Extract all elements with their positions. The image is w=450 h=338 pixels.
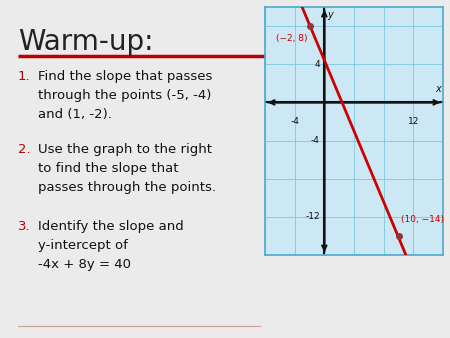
Text: (10, −14): (10, −14) (400, 216, 444, 224)
Text: x: x (435, 84, 441, 94)
Text: 3.: 3. (18, 220, 31, 233)
Text: -12: -12 (305, 212, 320, 221)
Text: -4: -4 (311, 136, 320, 145)
Text: Use the graph to the right
to find the slope that
passes through the points.: Use the graph to the right to find the s… (38, 143, 216, 194)
Text: -4: -4 (290, 117, 299, 126)
Text: 12: 12 (408, 117, 419, 126)
Text: Warm-up:: Warm-up: (18, 28, 153, 56)
Text: y: y (327, 10, 333, 20)
Text: 1.: 1. (18, 70, 31, 83)
Text: 4: 4 (314, 60, 320, 69)
Text: 2.: 2. (18, 143, 31, 156)
Text: (−2, 8): (−2, 8) (276, 34, 307, 43)
Text: Identify the slope and
y-intercept of
-4x + 8y = 40: Identify the slope and y-intercept of -4… (38, 220, 184, 271)
Text: Find the slope that passes
through the points (-5, -4)
and (1, -2).: Find the slope that passes through the p… (38, 70, 212, 121)
